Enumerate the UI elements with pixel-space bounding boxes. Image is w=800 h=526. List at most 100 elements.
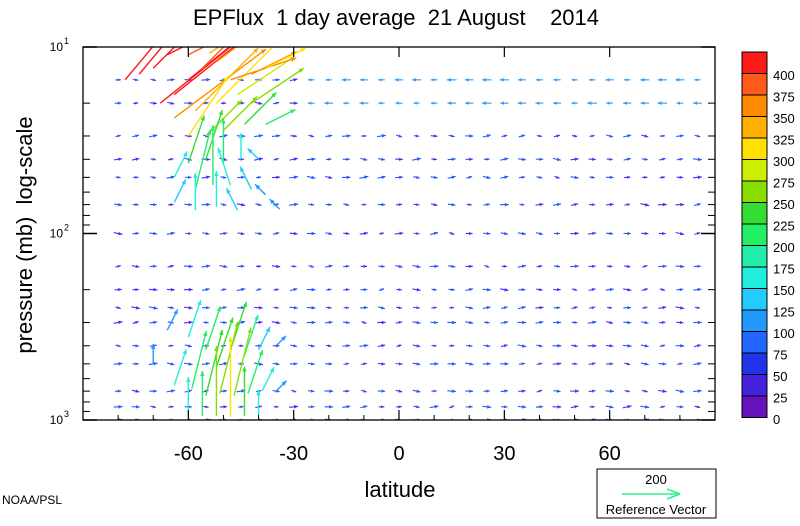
vector-arrow xyxy=(184,306,193,309)
vector-arrow xyxy=(658,203,667,207)
vector-arrow xyxy=(572,362,578,365)
vector-arrow xyxy=(220,306,226,309)
vector-arrow xyxy=(606,232,613,235)
vector-arrow xyxy=(553,158,561,161)
vector-arrow xyxy=(553,321,561,324)
vector-arrow xyxy=(360,158,367,161)
vector-arrow xyxy=(259,327,270,350)
vector-arrow xyxy=(324,389,333,393)
vector-arrow xyxy=(342,176,350,179)
vector-arrow xyxy=(413,176,419,179)
vector-arrow xyxy=(466,176,472,179)
vector-arrow xyxy=(307,306,316,309)
vector-arrow xyxy=(537,265,543,268)
vector-arrow xyxy=(676,344,685,348)
vector-arrow xyxy=(214,171,219,207)
vector-arrow xyxy=(377,321,385,324)
vector-arrow xyxy=(677,158,683,161)
vector-arrow xyxy=(396,390,403,393)
vector-arrow xyxy=(694,344,701,347)
vector-arrow xyxy=(325,321,333,324)
vector-arrow xyxy=(220,405,227,408)
vector-arrow xyxy=(131,306,140,309)
vector-arrow xyxy=(658,101,668,105)
vector-arrow xyxy=(203,321,208,324)
vector-arrow xyxy=(174,151,187,177)
vector-arrow xyxy=(360,306,368,309)
vector-arrow xyxy=(448,265,455,268)
vector-arrow xyxy=(500,158,508,161)
vector-arrow xyxy=(256,265,261,268)
vector-arrow xyxy=(307,157,316,161)
vector-arrow xyxy=(676,203,685,207)
vector-arrow xyxy=(184,265,193,269)
vector-arrow xyxy=(325,176,332,179)
vector-arrow xyxy=(570,232,578,235)
vector-arrow xyxy=(202,176,210,179)
vector-arrow xyxy=(693,158,702,162)
y-tick-exponent: 3 xyxy=(64,409,69,419)
vector-arrow xyxy=(589,265,596,268)
vector-arrow xyxy=(276,336,286,346)
vector-arrow xyxy=(659,158,666,161)
vector-arrow xyxy=(254,134,263,138)
vector-arrow xyxy=(216,43,276,103)
vector-arrow xyxy=(326,78,332,81)
vector-arrow xyxy=(291,265,297,268)
vector-arrow xyxy=(150,405,156,408)
vector-arrow xyxy=(518,389,525,392)
vector-arrow xyxy=(149,288,157,291)
credit-text: NOAA/PSL xyxy=(2,493,62,507)
vector-arrow xyxy=(466,232,473,235)
colorbar-label: 400 xyxy=(773,68,795,83)
vector-arrow xyxy=(272,134,280,137)
vector-arrow xyxy=(484,390,490,393)
vector-arrow xyxy=(237,203,245,206)
colorbar-label: 50 xyxy=(773,369,787,384)
vector-arrow xyxy=(431,203,437,206)
vector-arrow xyxy=(659,321,665,324)
vector-arrow xyxy=(254,306,262,309)
vector-arrow xyxy=(642,158,648,161)
vector-arrow xyxy=(114,362,123,366)
colorbar-label: 250 xyxy=(773,197,795,212)
vector-arrow xyxy=(641,344,649,347)
vector-arrow xyxy=(431,344,436,347)
vector-arrow xyxy=(273,288,278,291)
vector-arrow xyxy=(431,176,438,179)
vector-arrow xyxy=(133,362,139,365)
vector-arrow xyxy=(606,134,613,137)
vector-arrow xyxy=(642,176,647,179)
vector-arrow xyxy=(238,405,243,408)
vector-arrow xyxy=(342,344,350,347)
vector-arrow xyxy=(449,288,455,291)
vector-arrow xyxy=(641,321,648,324)
vector-arrow xyxy=(255,184,265,194)
vector-arrow xyxy=(167,78,175,81)
vector-arrow xyxy=(325,405,333,408)
vector-arrow xyxy=(150,203,157,206)
vector-arrow xyxy=(342,134,351,137)
vector-arrow xyxy=(693,101,702,105)
y-tick-exponent: 1 xyxy=(64,36,69,46)
colorbar-box xyxy=(742,138,767,160)
vector-arrow xyxy=(272,265,280,268)
vector-arrow xyxy=(607,265,613,268)
colorbar-label: 175 xyxy=(773,261,795,276)
vector-arrow xyxy=(553,101,561,104)
vector-arrow xyxy=(378,389,385,392)
vector-arrow xyxy=(206,330,223,396)
vector-arrow xyxy=(623,101,631,104)
vector-arrow xyxy=(430,362,439,366)
vector-arrow xyxy=(201,203,210,207)
vector-arrow xyxy=(536,203,544,206)
vector-arrow xyxy=(623,288,631,291)
vector-arrow xyxy=(132,232,139,235)
vector-arrow xyxy=(308,362,315,365)
vector-arrow xyxy=(677,363,683,366)
vector-arrow xyxy=(185,176,191,179)
vector-arrow xyxy=(307,288,316,292)
vector-arrow xyxy=(167,309,177,330)
vector-arrow xyxy=(482,78,491,82)
vector-arrow xyxy=(414,135,419,138)
